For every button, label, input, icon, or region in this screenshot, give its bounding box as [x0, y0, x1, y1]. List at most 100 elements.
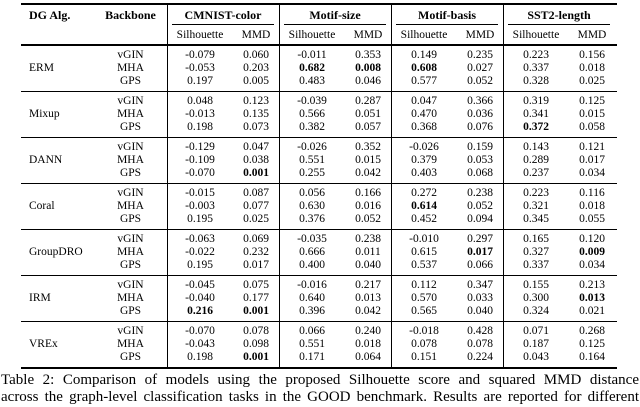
value-cell: 0.452 — [411, 212, 437, 225]
subheader-mmd: MMD — [465, 28, 495, 41]
value-cell: 0.608 — [411, 61, 437, 74]
value-cell: 0.011 — [355, 245, 381, 258]
value-cell: 0.058 — [579, 120, 605, 133]
value-cell: 0.017 — [467, 245, 493, 258]
value-cell: 0.116 — [579, 186, 605, 199]
algorithm-block: GroupDRO vGIN -0.063 0.069 -0.035 0.238 -0.010… — [21, 229, 617, 275]
value-cell: -0.018 — [409, 324, 439, 337]
value-cell: 0.666 — [299, 245, 325, 258]
subheader-silhouette: Silhouette — [400, 28, 448, 41]
value-cell: 0.396 — [299, 304, 325, 317]
value-cell: 0.052 — [467, 74, 493, 87]
value-cell: 0.066 — [299, 324, 325, 337]
caption-line-1: Table 2: Comparison of models using the … — [1, 372, 639, 388]
value-cell: -0.129 — [185, 140, 215, 153]
value-cell: 0.159 — [467, 140, 493, 153]
algorithm-label: VREx — [29, 337, 58, 350]
value-cell: 0.565 — [411, 304, 437, 317]
value-cell: 0.297 — [467, 232, 493, 245]
value-cell: 0.135 — [243, 107, 269, 120]
backbone-label: GPS — [119, 120, 142, 133]
algorithm-label: DANN — [29, 153, 63, 166]
value-cell: 0.053 — [467, 153, 493, 166]
backbone-label: MHA — [117, 245, 144, 258]
algorithm-label: IRM — [29, 291, 51, 304]
backbone-label: GPS — [119, 350, 142, 363]
backbone-label: vGIN — [117, 232, 144, 245]
value-cell: 0.156 — [579, 48, 605, 61]
value-cell: 0.121 — [579, 140, 605, 153]
value-cell: 0.551 — [299, 153, 325, 166]
value-cell: 0.319 — [523, 94, 549, 107]
value-cell: 0.034 — [579, 258, 605, 271]
results-table: DG Alg. Backbone CMNIST-color Motif-size… — [21, 3, 617, 369]
value-cell: 0.537 — [411, 258, 437, 271]
value-cell: 0.566 — [299, 107, 325, 120]
value-cell: 0.614 — [411, 199, 437, 212]
value-cell: -0.026 — [409, 140, 439, 153]
value-cell: 0.324 — [523, 304, 549, 317]
value-cell: 0.075 — [243, 278, 269, 291]
value-cell: 0.198 — [187, 120, 213, 133]
value-cell: 0.224 — [467, 350, 493, 363]
subheader-mmd: MMD — [241, 28, 271, 41]
value-cell: 0.327 — [523, 245, 549, 258]
value-cell: 0.047 — [411, 94, 437, 107]
value-cell: 0.372 — [523, 120, 549, 133]
value-cell: 0.013 — [355, 291, 381, 304]
algorithm-block: VREx vGIN -0.070 0.078 0.066 0.240 -0.018 0.428… — [21, 321, 617, 367]
value-cell: 0.345 — [523, 212, 549, 225]
value-cell: -0.039 — [297, 94, 327, 107]
value-cell: 0.048 — [187, 94, 213, 107]
group-header-motif-basis: Motif-basis — [391, 5, 503, 25]
backbone-label: vGIN — [117, 324, 144, 337]
backbone-label: GPS — [119, 304, 142, 317]
backbone-label: vGIN — [117, 48, 144, 61]
value-cell: 0.232 — [243, 245, 269, 258]
value-cell: -0.026 — [297, 140, 327, 153]
value-cell: 0.098 — [243, 337, 269, 350]
value-cell: 0.018 — [579, 199, 605, 212]
value-cell: 0.255 — [299, 166, 325, 179]
value-cell: 0.005 — [243, 74, 269, 87]
backbone-label: GPS — [119, 74, 142, 87]
value-cell: 0.630 — [299, 199, 325, 212]
group-header-row: DG Alg. Backbone CMNIST-color Motif-size… — [21, 5, 617, 25]
value-cell: 0.166 — [355, 186, 381, 199]
value-cell: 0.078 — [411, 337, 437, 350]
value-cell: 0.164 — [579, 350, 605, 363]
value-cell: 0.570 — [411, 291, 437, 304]
value-cell: 0.165 — [523, 232, 549, 245]
backbone-label: GPS — [119, 212, 142, 225]
value-cell: 0.223 — [523, 48, 549, 61]
value-cell: -0.011 — [297, 48, 327, 61]
value-cell: 0.217 — [355, 278, 381, 291]
value-cell: -0.070 — [185, 166, 215, 179]
value-cell: 0.300 — [523, 291, 549, 304]
algorithm-label: Coral — [29, 199, 55, 212]
value-cell: 0.052 — [355, 212, 381, 225]
group-header-cmnist-color: CMNIST-color — [167, 5, 279, 25]
group-header-sst2-length: SST2-length — [503, 5, 615, 25]
value-cell: 0.064 — [355, 350, 381, 363]
value-cell: 0.640 — [299, 291, 325, 304]
value-cell: 0.171 — [299, 350, 325, 363]
value-cell: 0.151 — [411, 350, 437, 363]
value-cell: 0.577 — [411, 74, 437, 87]
value-cell: 0.123 — [243, 94, 269, 107]
value-cell: -0.043 — [185, 337, 215, 350]
value-cell: 0.382 — [299, 120, 325, 133]
algorithm-label: GroupDRO — [29, 245, 83, 258]
backbone-label: MHA — [117, 61, 144, 74]
value-cell: 0.042 — [355, 304, 381, 317]
value-cell: 0.016 — [355, 199, 381, 212]
value-cell: 0.051 — [355, 107, 381, 120]
value-cell: 0.018 — [355, 337, 381, 350]
value-cell: -0.015 — [185, 186, 215, 199]
value-cell: 0.272 — [411, 186, 437, 199]
value-cell: 0.060 — [243, 48, 269, 61]
value-cell: 0.040 — [355, 258, 381, 271]
subheader-silhouette: Silhouette — [176, 28, 224, 41]
value-cell: 0.052 — [467, 199, 493, 212]
value-cell: 0.001 — [243, 166, 269, 179]
